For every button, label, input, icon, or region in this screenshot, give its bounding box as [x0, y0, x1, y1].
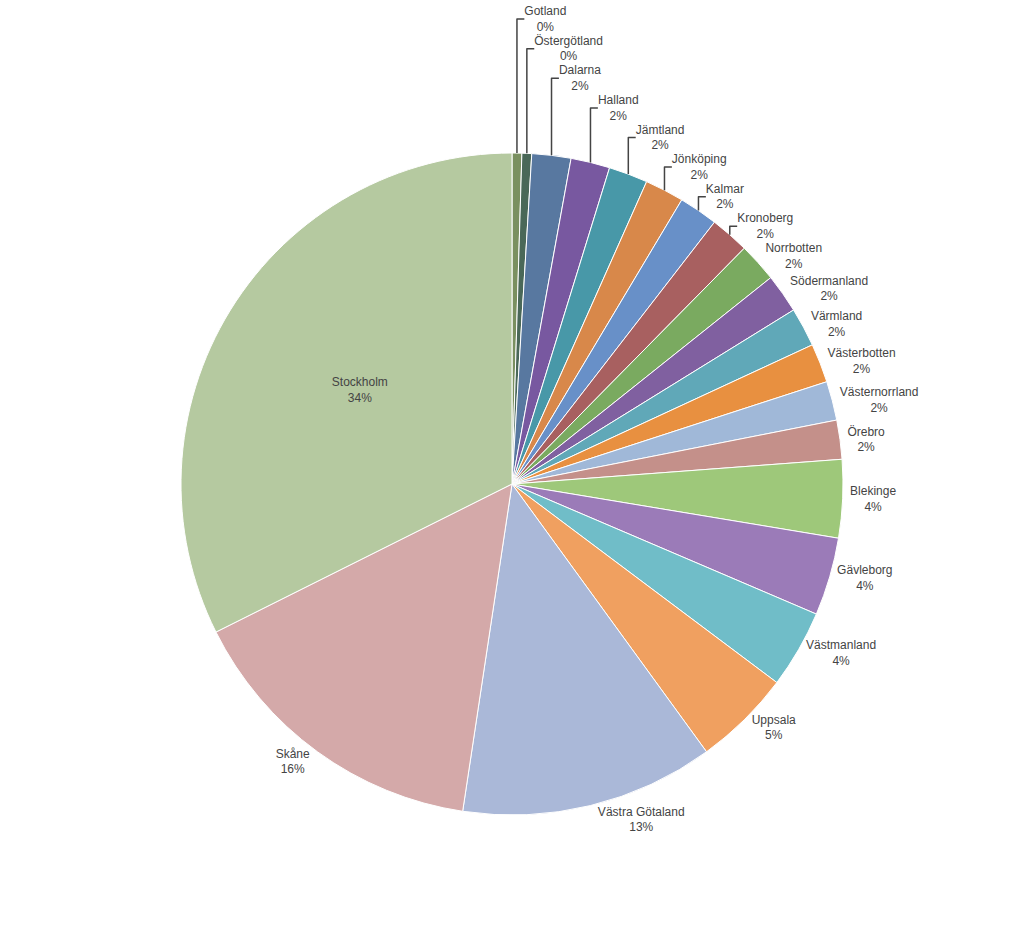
- svg-text:Örebro2%: Örebro2%: [847, 425, 885, 455]
- svg-text:Södermanland2%: Södermanland2%: [790, 274, 868, 304]
- svg-text:Stockholm34%: Stockholm34%: [332, 375, 388, 405]
- svg-text:Blekinge4%: Blekinge4%: [850, 484, 896, 514]
- svg-text:Gävleborg4%: Gävleborg4%: [837, 563, 892, 593]
- svg-text:Uppsala5%: Uppsala5%: [752, 713, 796, 743]
- svg-text:Kalmar2%: Kalmar2%: [706, 182, 744, 212]
- svg-text:Dalarna2%: Dalarna2%: [559, 63, 601, 93]
- svg-text:Västernorrland2%: Västernorrland2%: [840, 385, 919, 415]
- svg-text:Jämtland2%: Jämtland2%: [636, 123, 685, 153]
- svg-text:Västerbotten2%: Västerbotten2%: [828, 346, 896, 376]
- svg-text:Halland2%: Halland2%: [598, 93, 639, 123]
- svg-text:Kronoberg2%: Kronoberg2%: [737, 211, 793, 241]
- svg-text:Skåne16%: Skåne16%: [276, 747, 310, 777]
- svg-text:Västra Götaland13%: Västra Götaland13%: [598, 805, 685, 835]
- svg-text:Norrbotten2%: Norrbotten2%: [765, 241, 822, 271]
- svg-text:Värmland2%: Värmland2%: [811, 309, 862, 339]
- svg-text:Gotland0%: Gotland0%: [524, 4, 566, 34]
- svg-text:Västmanland4%: Västmanland4%: [806, 638, 876, 668]
- svg-text:Jönköping2%: Jönköping2%: [672, 152, 727, 182]
- svg-text:Östergötland0%: Östergötland0%: [534, 34, 603, 64]
